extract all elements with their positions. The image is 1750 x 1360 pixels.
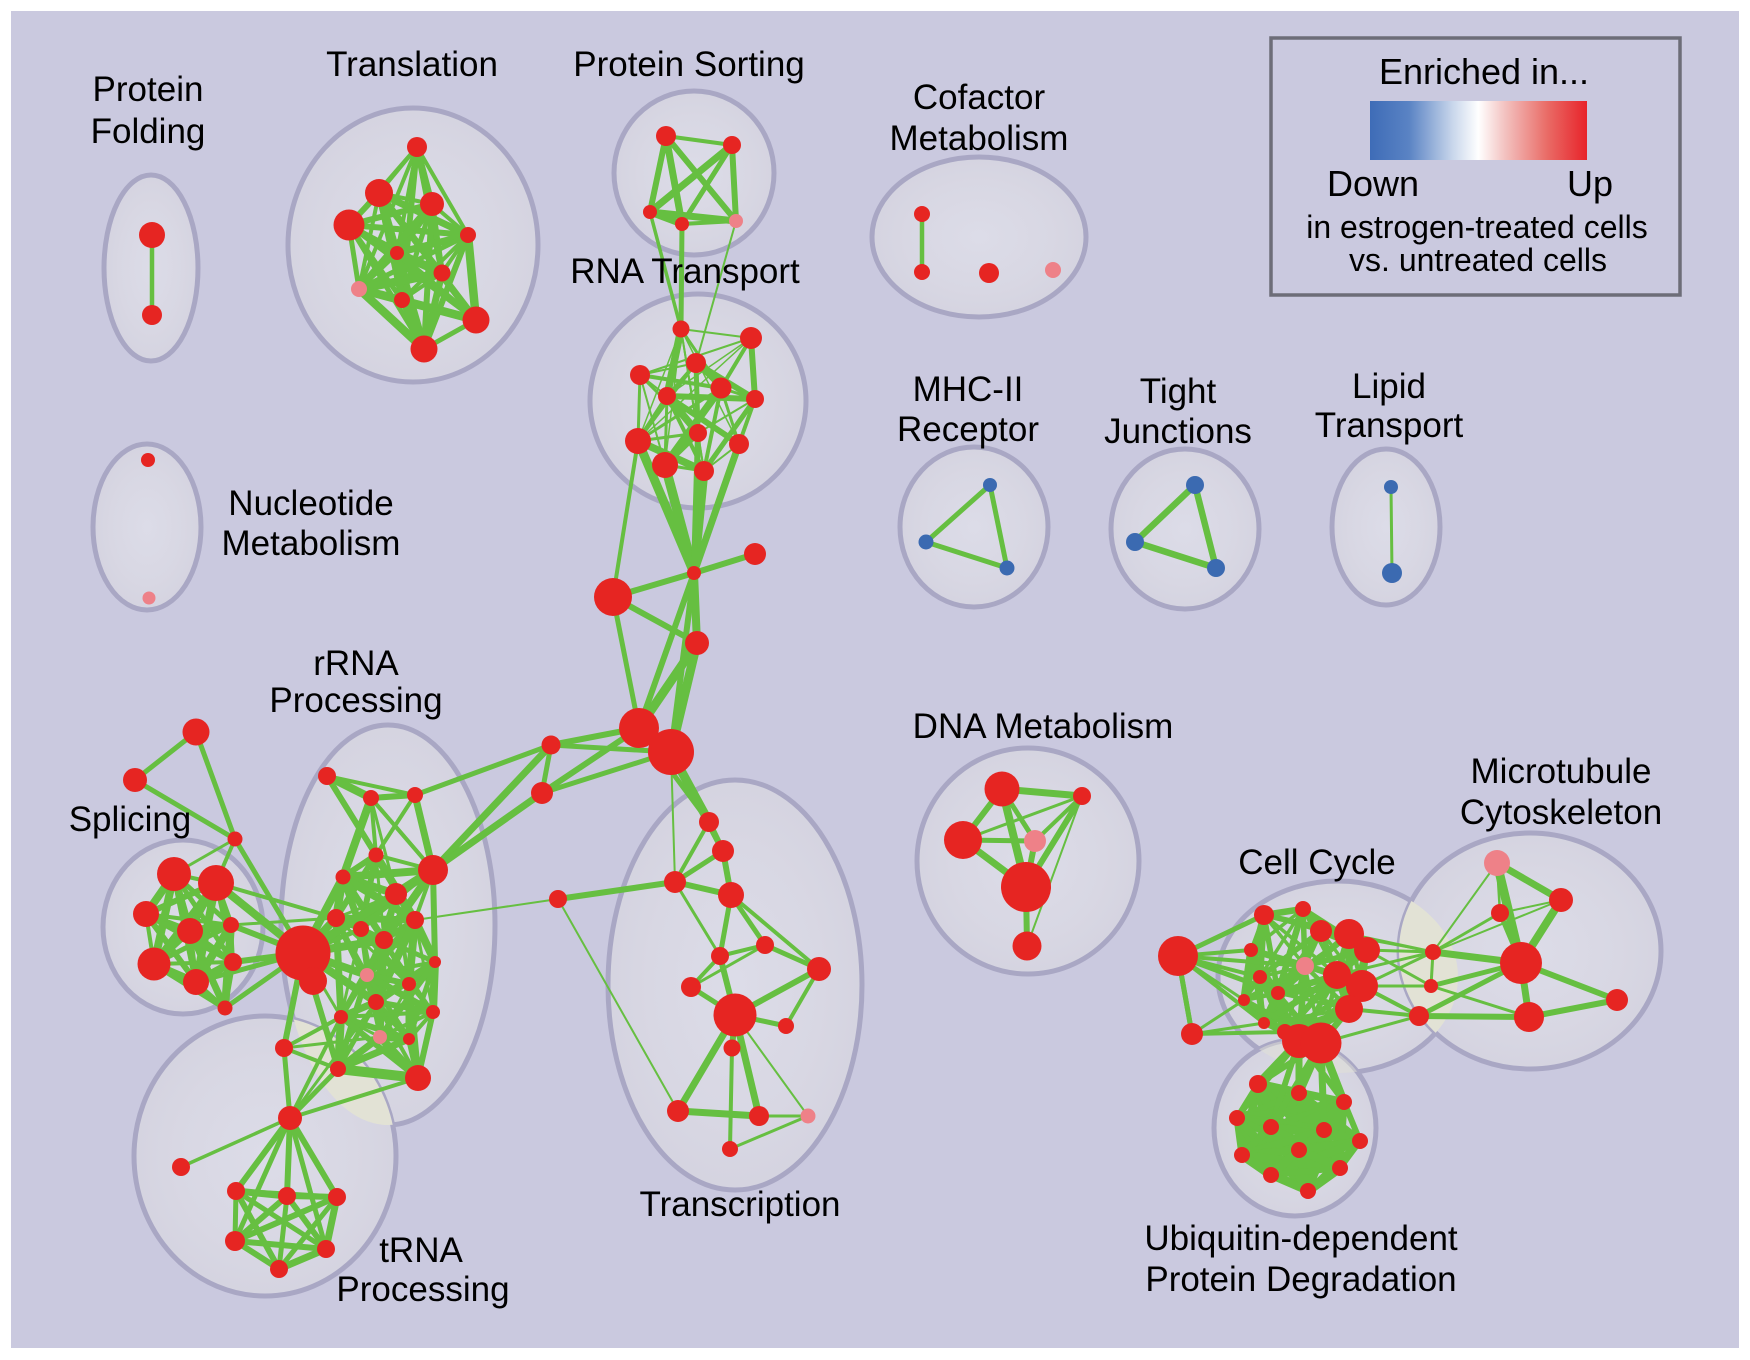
- svg-text:Nucleotide: Nucleotide: [228, 484, 393, 523]
- svg-text:Metabolism: Metabolism: [222, 524, 401, 563]
- svg-text:Protein Sorting: Protein Sorting: [573, 45, 805, 84]
- svg-text:DNA Metabolism: DNA Metabolism: [913, 707, 1174, 746]
- svg-text:Enriched in...: Enriched in...: [1379, 51, 1589, 92]
- svg-text:Protein: Protein: [93, 70, 204, 109]
- svg-text:in estrogen-treated cells: in estrogen-treated cells: [1306, 209, 1648, 245]
- svg-text:Splicing: Splicing: [69, 800, 192, 839]
- svg-text:Cell Cycle: Cell Cycle: [1238, 843, 1396, 882]
- svg-text:rRNA: rRNA: [313, 644, 399, 683]
- svg-text:Protein Degradation: Protein Degradation: [1145, 1260, 1456, 1299]
- svg-text:Microtubule: Microtubule: [1471, 752, 1652, 791]
- svg-text:RNA Transport: RNA Transport: [570, 252, 800, 291]
- svg-text:vs. untreated cells: vs. untreated cells: [1349, 242, 1607, 278]
- svg-text:Cofactor: Cofactor: [913, 78, 1046, 117]
- svg-text:Ubiquitin-dependent: Ubiquitin-dependent: [1144, 1219, 1458, 1258]
- svg-text:Junctions: Junctions: [1104, 412, 1252, 451]
- svg-text:Transcription: Transcription: [640, 1185, 841, 1224]
- svg-text:Down: Down: [1327, 163, 1419, 204]
- svg-text:Transport: Transport: [1315, 406, 1464, 445]
- svg-text:Lipid: Lipid: [1352, 367, 1426, 406]
- svg-text:tRNA: tRNA: [379, 1231, 463, 1270]
- svg-text:Metabolism: Metabolism: [890, 119, 1069, 158]
- svg-text:MHC-II: MHC-II: [913, 370, 1024, 409]
- svg-text:Tight: Tight: [1140, 372, 1217, 411]
- svg-text:Translation: Translation: [326, 45, 498, 84]
- svg-text:Folding: Folding: [91, 112, 206, 151]
- svg-text:Receptor: Receptor: [897, 410, 1039, 449]
- svg-text:Processing: Processing: [336, 1270, 509, 1309]
- svg-text:Cytoskeleton: Cytoskeleton: [1460, 793, 1662, 832]
- svg-text:Processing: Processing: [269, 681, 442, 720]
- svg-text:Up: Up: [1567, 163, 1613, 204]
